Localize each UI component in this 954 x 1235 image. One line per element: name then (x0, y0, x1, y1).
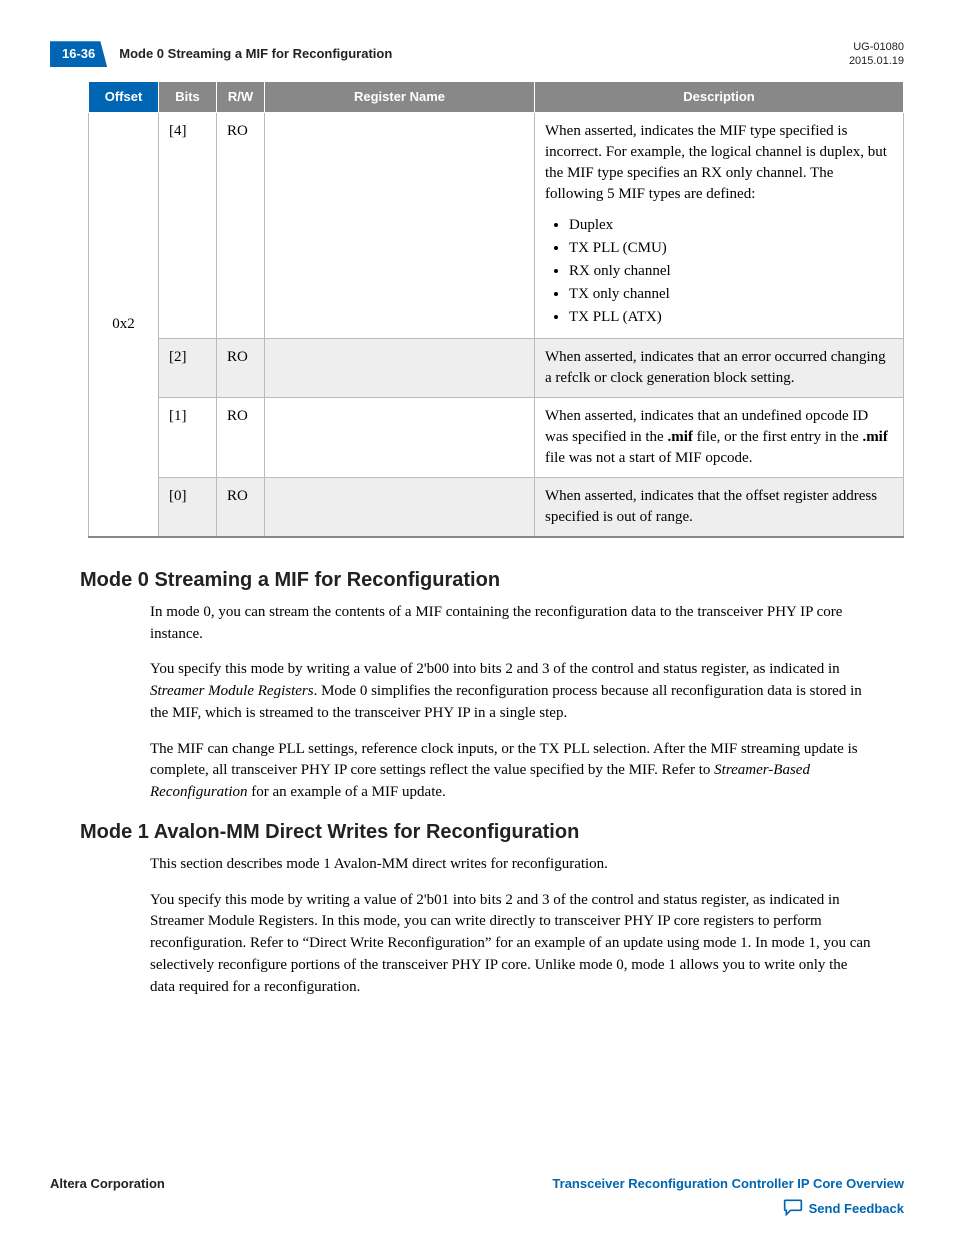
bits-cell: [4] (159, 112, 217, 338)
bits-cell: [1] (159, 397, 217, 477)
offset-cell: 0x2 (89, 112, 159, 537)
description-cell: When asserted, indicates that an error o… (535, 338, 904, 397)
list-item: Duplex (569, 215, 893, 236)
description-cell: When asserted, indicates that the offset… (535, 477, 904, 537)
section-heading: Mode 1 Avalon-MM Direct Writes for Recon… (80, 818, 904, 846)
th-desc: Description (535, 81, 904, 112)
description-cell: When asserted, indicates that an undefin… (535, 397, 904, 477)
description-cell: When asserted, indicates the MIF type sp… (535, 112, 904, 338)
doc-id: UG-01080 (849, 40, 904, 54)
feedback-label: Send Feedback (809, 1200, 904, 1218)
paragraph: In mode 0, you can stream the contents o… (150, 602, 874, 646)
regname-cell (265, 338, 535, 397)
table-row: [2]RO When asserted, indicates that an er… (89, 338, 904, 397)
paragraph: You specify this mode by writing a value… (150, 659, 874, 724)
list-item: TX PLL (CMU) (569, 238, 893, 259)
regname-cell (265, 477, 535, 537)
footer-chapter-link[interactable]: Transceiver Reconfiguration Controller I… (552, 1175, 904, 1193)
doc-date: 2015.01.19 (849, 54, 904, 68)
list-item: TX only channel (569, 284, 893, 305)
section-heading: Mode 0 Streaming a MIF for Reconfigurati… (80, 566, 904, 594)
bits-cell: [0] (159, 477, 217, 537)
th-regname: Register Name (265, 81, 535, 112)
bits-cell: [2] (159, 338, 217, 397)
speech-bubble-icon (783, 1198, 803, 1221)
footer-company: Altera Corporation (50, 1175, 165, 1193)
paragraph: You specify this mode by writing a value… (150, 890, 874, 999)
th-bits: Bits (159, 81, 217, 112)
header-left: 16-36 Mode 0 Streaming a MIF for Reconfi… (50, 41, 849, 67)
regname-cell (265, 112, 535, 338)
table-row: [1]RO When asserted, indicates that an un… (89, 397, 904, 477)
table-row: 0x2[4]ROWhen asserted, indicates the MIF… (89, 112, 904, 338)
th-rw: R/W (217, 81, 265, 112)
list-item: TX PLL (ATX) (569, 307, 893, 328)
header-right: UG-01080 2015.01.19 (849, 40, 904, 69)
page-header: 16-36 Mode 0 Streaming a MIF for Reconfi… (50, 40, 904, 69)
table-row: [0]RO When asserted, indicates that the o… (89, 477, 904, 537)
rw-cell: RO (217, 397, 265, 477)
paragraph: This section describes mode 1 Avalon-MM … (150, 854, 874, 876)
send-feedback-link[interactable]: Send Feedback (783, 1198, 904, 1221)
running-title: Mode 0 Streaming a MIF for Reconfigurati… (119, 45, 392, 63)
page-number-badge: 16-36 (50, 41, 107, 67)
th-offset: Offset (89, 81, 159, 112)
table-header-row: Offset Bits R/W Register Name Descriptio… (89, 81, 904, 112)
page-footer: Altera Corporation Transceiver Reconfigu… (50, 1175, 904, 1193)
regname-cell (265, 397, 535, 477)
paragraph: The MIF can change PLL settings, referen… (150, 739, 874, 804)
register-table: Offset Bits R/W Register Name Descriptio… (88, 81, 904, 538)
rw-cell: RO (217, 477, 265, 537)
rw-cell: RO (217, 338, 265, 397)
rw-cell: RO (217, 112, 265, 338)
list-item: RX only channel (569, 261, 893, 282)
